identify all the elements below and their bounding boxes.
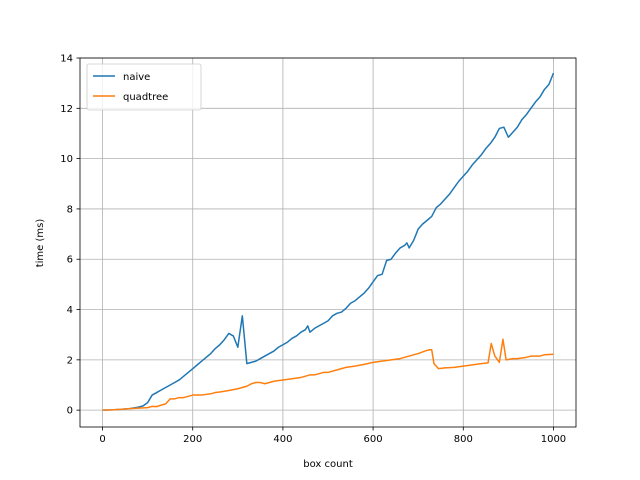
x-tick-label: 400 [273,434,292,445]
y-axis-ticks: 0 2 4 6 8 10 12 14 [60,54,80,417]
x-tick-label: 1000 [541,434,566,445]
y-tick-label: 0 [67,406,73,417]
x-tick-label: 200 [183,434,202,445]
x-axis-ticks: 0 200 400 600 800 1000 [99,427,566,445]
y-tick-label: 6 [67,255,73,266]
series-lines [102,72,555,411]
y-tick-label: 8 [67,204,73,215]
y-tick-label: 2 [67,355,73,366]
legend-label-quadtree: quadtree [123,92,168,103]
series-line-quadtree [102,338,554,411]
legend: naive quadtree [86,63,202,111]
y-axis-label: time (ms) [35,219,46,268]
legend-label-naive: naive [123,72,150,83]
x-axis-label: box count [303,459,353,470]
plot-frame [79,57,577,428]
x-tick-label: 600 [364,434,383,445]
x-tick-label: 0 [99,434,105,445]
y-tick-label: 10 [60,154,73,165]
y-tick-label: 4 [67,305,73,316]
x-tick-label: 800 [454,434,473,445]
legend-box [86,63,202,111]
y-tick-label: 12 [60,104,73,115]
series-line-naive [102,72,555,411]
y-tick-label: 14 [60,54,73,65]
